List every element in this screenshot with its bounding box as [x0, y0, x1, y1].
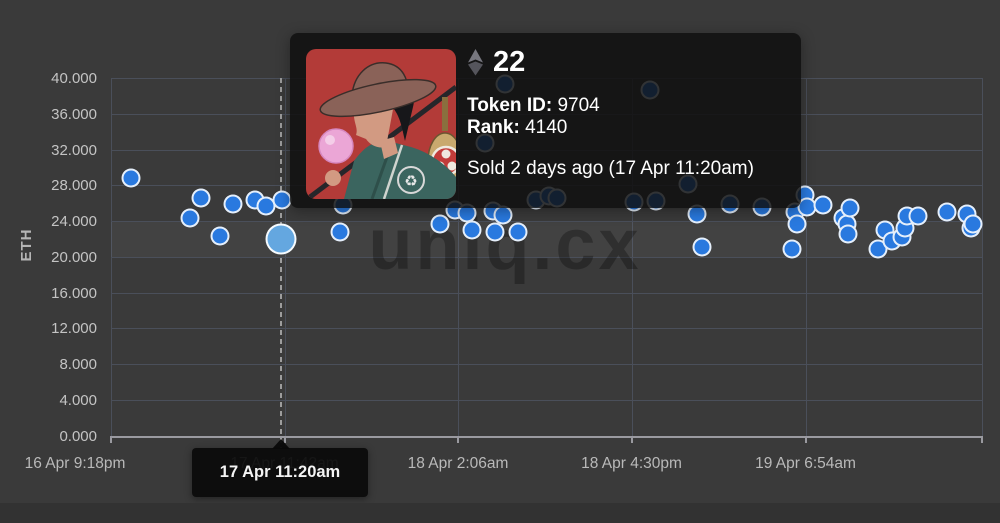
y-axis-tick-label: 16.000 — [51, 284, 97, 302]
y-axis-tick-label: 8.000 — [59, 356, 97, 373]
data-point[interactable] — [430, 214, 450, 234]
data-point[interactable] — [508, 222, 528, 242]
data-point[interactable] — [840, 198, 860, 218]
data-point[interactable] — [787, 214, 807, 234]
x-axis-tick-label: 18 Apr 4:30pm — [581, 455, 682, 472]
rank-line: Rank: 4140 — [467, 117, 567, 139]
data-point[interactable] — [210, 226, 230, 246]
y-gridline — [111, 221, 982, 222]
data-point[interactable] — [180, 208, 200, 228]
rank-label: Rank: — [467, 117, 520, 138]
x-gridline — [631, 78, 633, 436]
sale-price-value: 22 — [493, 45, 526, 78]
x-gridline — [284, 78, 286, 436]
y-axis-tick-label: 20.000 — [51, 248, 97, 266]
data-point[interactable] — [462, 220, 482, 240]
y-gridline — [111, 399, 982, 401]
token-id-line: Token ID: 9704 — [467, 95, 600, 117]
highlighted-data-point[interactable] — [265, 223, 296, 255]
nft-image[interactable]: ♻ — [306, 49, 456, 199]
x-gridline — [111, 78, 112, 436]
data-point[interactable] — [908, 206, 928, 226]
data-point[interactable] — [692, 237, 712, 257]
y-axis-title: ETH — [18, 228, 35, 262]
x-axis-tick-label: 16 Apr 9:18pm — [24, 455, 126, 472]
eth-icon — [468, 48, 483, 75]
data-point[interactable] — [330, 222, 350, 242]
crosshair-line — [279, 78, 282, 448]
x-axis-tick — [630, 436, 633, 443]
x-axis-tick — [804, 436, 807, 443]
x-axis-tooltip-caret — [272, 439, 290, 449]
x-axis-tick — [981, 436, 983, 443]
x-axis-tick — [457, 436, 459, 443]
y-gridline — [111, 292, 982, 294]
watermark-band — [111, 222, 982, 257]
sale-price: 22 — [467, 45, 787, 79]
sold-line: Sold 2 days ago (17 Apr 11:20am) — [467, 158, 754, 179]
y-gridline — [111, 256, 982, 258]
sale-tooltip: ♻ — [290, 33, 801, 208]
x-axis-tooltip: 17 Apr 11:20am — [192, 448, 368, 497]
data-point[interactable] — [813, 195, 833, 215]
data-point[interactable] — [782, 239, 802, 259]
y-gridline — [111, 328, 982, 330]
y-axis-tick-label: 24.000 — [51, 213, 97, 230]
data-point[interactable] — [937, 202, 957, 222]
nft-artwork-icon: ♻ — [306, 49, 456, 199]
y-axis-tick-label: 36.000 — [51, 105, 97, 123]
y-axis-tick-label: 40.000 — [51, 70, 97, 87]
rank-value: 4140 — [525, 117, 568, 138]
x-axis-tick-label: 19 Apr 6:54am — [755, 455, 856, 472]
data-point[interactable] — [963, 214, 983, 234]
x-gridline — [982, 78, 983, 436]
y-axis-tick-label: 32.000 — [51, 141, 97, 159]
token-id-label: Token ID: — [467, 95, 553, 116]
x-axis-line — [111, 436, 982, 438]
x-gridline — [805, 78, 807, 436]
x-gridline — [458, 78, 459, 436]
x-axis-tick — [110, 436, 112, 443]
y-axis-tick-label: 28.000 — [51, 177, 97, 195]
y-axis-tick-label: 12.000 — [51, 320, 97, 338]
data-point[interactable] — [485, 222, 505, 242]
y-axis-tick-label: 4.000 — [59, 391, 97, 409]
bottom-strip — [0, 503, 1000, 523]
data-point[interactable] — [272, 190, 292, 210]
data-point[interactable] — [191, 188, 211, 208]
data-point[interactable] — [121, 168, 141, 188]
data-point[interactable] — [223, 194, 243, 214]
data-point[interactable] — [838, 224, 858, 243]
token-id-value: 9704 — [557, 95, 600, 116]
y-gridline — [111, 364, 982, 365]
x-axis-tick-label: 18 Apr 2:06am — [407, 455, 509, 472]
y-axis-tick-label: 0.000 — [59, 427, 97, 445]
svg-text:♻: ♻ — [404, 172, 417, 190]
